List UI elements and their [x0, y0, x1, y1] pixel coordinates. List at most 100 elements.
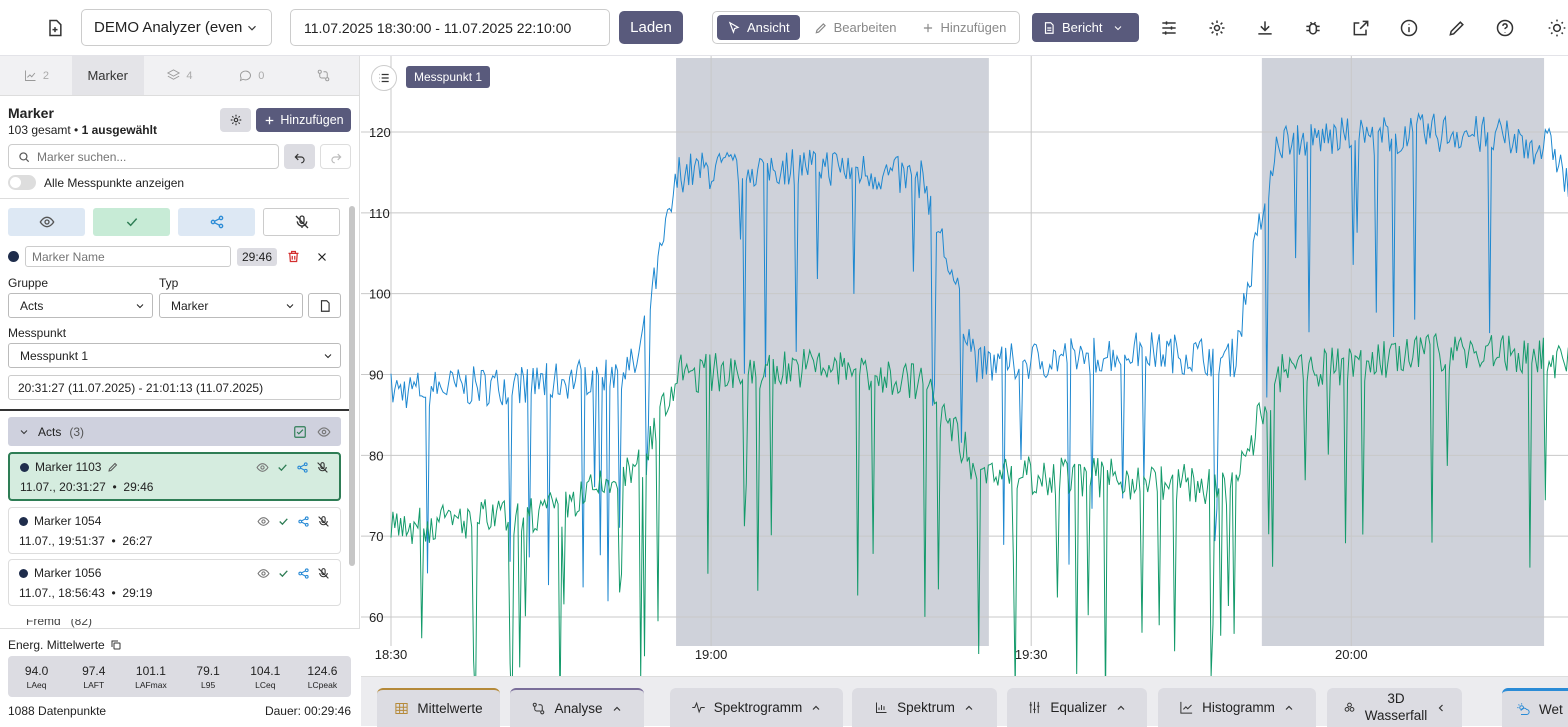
chart[interactable]: 6070809010011012018:3019:0019:3020:0020:…: [361, 56, 1568, 676]
trash-icon[interactable]: [286, 249, 301, 264]
group-count: (82): [70, 619, 93, 628]
group-acts-row[interactable]: Acts (3): [8, 417, 341, 446]
time-range-field[interactable]: 20:31:27 (11.07.2025) - 21:01:13 (11.07.…: [8, 375, 341, 400]
date-range-input[interactable]: 11.07.2025 18:30:00 - 11.07.2025 22:10:0…: [290, 9, 610, 46]
stat-value: 79.1: [196, 663, 220, 678]
series-list-button[interactable]: [371, 65, 397, 91]
tab-histogramm[interactable]: Histogramm: [1158, 688, 1316, 727]
tab-equalizer[interactable]: Equalizer: [1007, 688, 1147, 727]
point-select-value: Messpunkt 1: [20, 348, 89, 363]
share-icon: [210, 215, 223, 229]
mute-button[interactable]: [263, 208, 340, 236]
sidebar-tabs: 2 Marker 4 0: [0, 56, 359, 96]
share-icon[interactable]: [296, 461, 309, 474]
tab-spektrogramm[interactable]: Spektrogramm: [670, 688, 843, 727]
tab-label-line2: Wasserfall: [1364, 707, 1428, 723]
chevron-left-icon[interactable]: [1435, 702, 1447, 714]
visibility-button[interactable]: [8, 208, 85, 236]
tab-charts-count: 2: [42, 69, 49, 82]
marker-name-input[interactable]: [25, 246, 231, 267]
eye-icon[interactable]: [257, 567, 270, 580]
chart-icon: [24, 70, 36, 81]
info-icon[interactable]: [1395, 14, 1423, 42]
type-select[interactable]: Marker: [159, 293, 303, 318]
mic-off-icon[interactable]: [317, 567, 330, 580]
check-icon[interactable]: [277, 567, 290, 580]
bug-icon[interactable]: [1299, 14, 1327, 42]
chevron-up-icon[interactable]: [1283, 702, 1295, 714]
chevron-up-icon[interactable]: [963, 702, 975, 714]
marker-search-input[interactable]: [37, 149, 257, 164]
help-icon[interactable]: [1491, 14, 1519, 42]
redo-button[interactable]: [320, 144, 351, 169]
marker-duration: 26:27: [122, 534, 153, 548]
copy-button[interactable]: [308, 293, 341, 318]
undo-button[interactable]: [284, 144, 315, 169]
copy-icon[interactable]: [110, 639, 122, 651]
share-button[interactable]: [178, 208, 255, 236]
marker-color-dot[interactable]: [8, 251, 19, 262]
sidebar-scrollbar[interactable]: [349, 206, 355, 566]
datapoints-count: 1088 Datenpunkte: [8, 704, 107, 718]
mode-view-button[interactable]: Ansicht: [717, 15, 800, 40]
group-select[interactable]: Acts: [8, 293, 153, 318]
tab-label: 3D Wasserfall: [1365, 691, 1428, 723]
eye-icon[interactable]: [317, 425, 331, 439]
eye-icon[interactable]: [257, 515, 270, 528]
point-label: Messpunkt: [8, 326, 67, 340]
tab-layers[interactable]: 4: [144, 56, 216, 95]
close-icon[interactable]: [315, 250, 329, 264]
tab-marker[interactable]: Marker: [71, 56, 144, 95]
tab-flow[interactable]: [287, 56, 359, 95]
tab-mittelwerte[interactable]: Mittelwerte: [377, 688, 500, 727]
share-icon[interactable]: [297, 567, 310, 580]
new-file-icon[interactable]: [41, 14, 69, 42]
marker-card[interactable]: Marker 1103 11.07., 20:31:27 • 29:46: [8, 452, 341, 501]
tab-weather[interactable]: Wet: [1502, 688, 1568, 727]
pencil-icon[interactable]: [107, 461, 119, 473]
tab-comments[interactable]: 0: [215, 56, 287, 95]
check-icon[interactable]: [277, 515, 290, 528]
chart-area[interactable]: 6070809010011012018:3019:0019:3020:0020:…: [361, 56, 1568, 676]
tab-analyse[interactable]: Analyse: [510, 688, 644, 727]
tab-spektrum[interactable]: Spektrum: [852, 688, 997, 727]
chevron-up-icon[interactable]: [810, 702, 822, 714]
chevron-up-icon[interactable]: [611, 703, 623, 715]
flow-icon: [533, 702, 545, 715]
gear-icon[interactable]: [1203, 14, 1231, 42]
marker-card[interactable]: Marker 1054 11.07., 19:51:37 • 26:27: [8, 507, 341, 554]
eye-icon[interactable]: [256, 461, 269, 474]
analyzer-select[interactable]: DEMO Analyzer (even: [81, 9, 272, 46]
tab-3d-wasserfall[interactable]: 3D Wasserfall: [1327, 688, 1462, 727]
load-button[interactable]: Laden: [619, 11, 683, 44]
add-marker-button[interactable]: Hinzufügen: [256, 108, 351, 132]
point-select[interactable]: Messpunkt 1: [8, 343, 341, 368]
confirm-button[interactable]: [93, 208, 170, 236]
sliders-icon[interactable]: [1155, 14, 1183, 42]
report-button[interactable]: Bericht: [1032, 13, 1139, 42]
mode-edit-button[interactable]: Bearbeiten: [804, 15, 907, 40]
mic-off-icon[interactable]: [316, 461, 329, 474]
share-icon[interactable]: [297, 515, 310, 528]
wave-icon: [691, 701, 705, 714]
marker-card-meta: 11.07., 18:56:43 • 29:19: [19, 586, 153, 600]
bars-icon: [876, 702, 887, 713]
external-link-icon[interactable]: [1347, 14, 1375, 42]
download-icon[interactable]: [1251, 14, 1279, 42]
mode-add-button[interactable]: Hinzufügen: [911, 15, 1017, 40]
marker-settings-button[interactable]: [220, 108, 251, 132]
weather-icon: [1517, 702, 1530, 715]
checkbox-icon[interactable]: [293, 425, 307, 439]
tab-charts[interactable]: 2: [0, 56, 72, 95]
chevron-up-icon[interactable]: [1115, 702, 1127, 714]
mic-off-icon[interactable]: [317, 515, 330, 528]
sun-icon[interactable]: [1543, 14, 1568, 42]
show-all-points-toggle[interactable]: [8, 175, 36, 190]
group-fremd-row[interactable]: Fremd (82): [8, 619, 341, 629]
show-all-points-row: Alle Messpunkte anzeigen: [8, 175, 184, 190]
measure-point-badge[interactable]: Messpunkt 1: [406, 66, 491, 88]
check-icon[interactable]: [276, 461, 289, 474]
pencil-icon[interactable]: [1443, 14, 1471, 42]
marker-card[interactable]: Marker 1056 11.07., 18:56:43 • 29:19: [8, 559, 341, 606]
chevron-down-icon: [324, 353, 332, 358]
